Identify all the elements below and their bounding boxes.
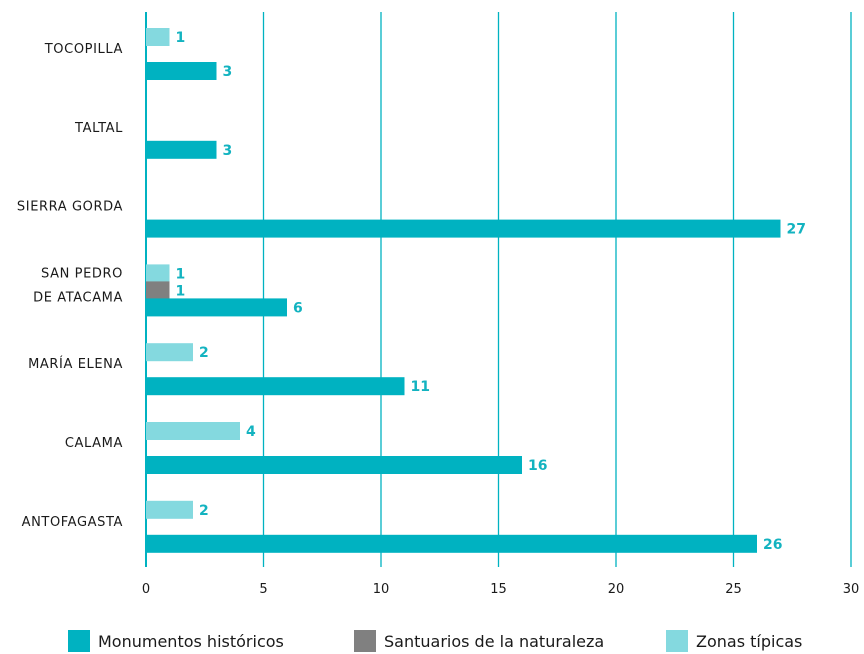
category-label-taltal: TALTAL: [74, 121, 123, 136]
value-label-taltal-2: 3: [223, 143, 233, 159]
category-label-san-pedro-de-atacama-line0: SAN PEDRO: [41, 266, 123, 281]
value-label-mar-a-elena-2: 11: [411, 379, 430, 395]
legend-item-santuarios: Santuarios de la naturaleza: [354, 630, 604, 652]
x-tick-0: 0: [142, 582, 150, 597]
x-tick-labels: 0 5 10 15 20 25 30: [142, 582, 859, 597]
bar-antofagasta-0: [146, 500, 193, 519]
value-label-calama-0: 4: [246, 424, 256, 440]
legend-label-santuarios: Santuarios de la naturaleza: [384, 631, 605, 651]
bar-san-pedro-de-atacama-1: [146, 281, 170, 300]
bar-antofagasta-2: [146, 534, 757, 553]
bar-mar-a-elena-2: [146, 377, 405, 396]
value-label-tocopilla-0: 1: [176, 30, 186, 46]
value-label-antofagasta-2: 26: [763, 537, 782, 553]
bar-tocopilla-2: [146, 62, 217, 80]
bar-calama-0: [146, 422, 240, 440]
category-label-san-pedro-de-atacama-line1: DE ATACAMA: [33, 290, 123, 305]
value-label-san-pedro-de-atacama-2: 6: [293, 300, 303, 316]
bar-tocopilla-0: [146, 28, 170, 46]
value-label-tocopilla-2: 3: [223, 64, 233, 80]
x-tick-15: 15: [490, 582, 507, 597]
gridlines: [145, 12, 852, 567]
value-label-sierra-gorda-2: 27: [787, 222, 806, 238]
x-tick-20: 20: [608, 582, 625, 597]
bar-calama-2: [146, 456, 522, 474]
category-label-tocopilla: TOCOPILLA: [44, 42, 123, 57]
value-label-antofagasta-0: 2: [199, 503, 209, 519]
bar-san-pedro-de-atacama-2: [146, 298, 287, 317]
category-label-calama: CALAMA: [65, 436, 123, 451]
x-tick-25: 25: [725, 582, 742, 597]
x-tick-10: 10: [373, 582, 390, 597]
legend-swatch-santuarios: [354, 630, 376, 652]
legend-label-zonas: Zonas típicas: [696, 631, 803, 651]
value-label-mar-a-elena-0: 2: [199, 345, 209, 361]
legend-swatch-monumentos: [68, 630, 90, 652]
x-tick-5: 5: [259, 582, 267, 597]
bar-taltal-2: [146, 140, 217, 159]
category-labels: TOCOPILLA TALTAL SIERRA GORDA SAN PEDRO DE A…: [17, 42, 123, 530]
value-label-san-pedro-de-atacama-0: 1: [176, 266, 186, 282]
legend-item-monumentos: Monumentos históricos: [68, 630, 284, 652]
bars: [146, 28, 781, 553]
legend-label-monumentos: Monumentos históricos: [98, 631, 284, 651]
value-label-san-pedro-de-atacama-1: 1: [176, 283, 186, 299]
bar-mar-a-elena-0: [146, 343, 193, 362]
bar-sierra-gorda-2: [146, 219, 781, 238]
value-label-calama-2: 16: [528, 458, 547, 474]
x-tick-30: 30: [843, 582, 860, 597]
legend-item-zonas: Zonas típicas: [666, 630, 802, 652]
category-label-antofagasta: ANTOFAGASTA: [22, 515, 123, 530]
category-label-sierra-gorda: SIERRA GORDA: [17, 200, 123, 215]
category-label-mar-a-elena: MARÍA ELENA: [28, 356, 123, 372]
legend: Monumentos históricos Santuarios de la n…: [68, 630, 858, 654]
bar-san-pedro-de-atacama-0: [146, 264, 170, 283]
legend-swatch-zonas: [666, 630, 688, 652]
